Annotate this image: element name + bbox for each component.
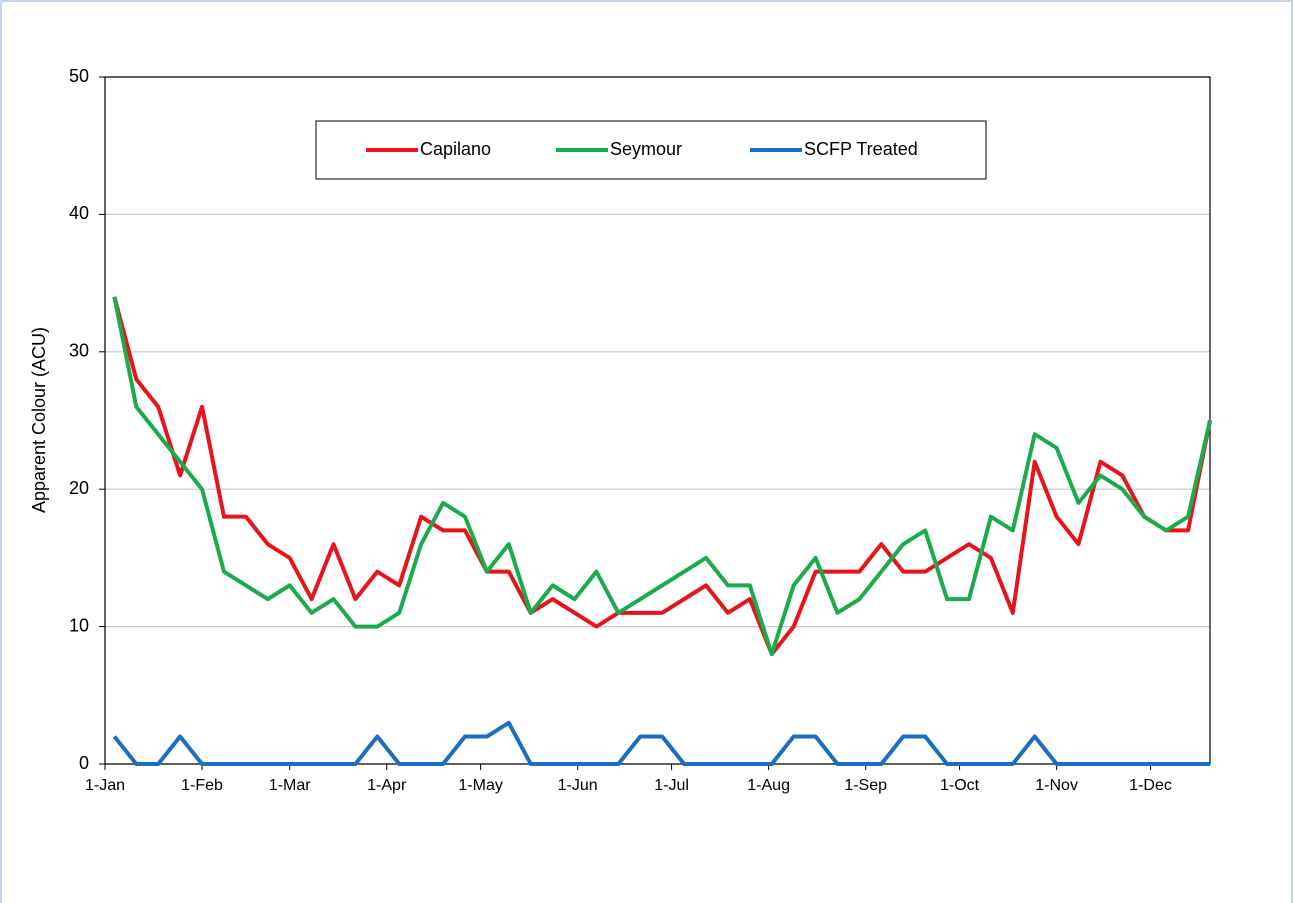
y-tick-label: 10 [69, 615, 89, 635]
x-tick-label: 1-Jan [85, 777, 125, 794]
x-tick-label: 1-Feb [181, 777, 223, 794]
x-tick-label: 1-Sep [844, 777, 887, 794]
x-tick-label: 1-Nov [1035, 777, 1078, 794]
x-tick-label: 1-Mar [269, 777, 311, 794]
x-tick-label: 1-Jun [558, 777, 598, 794]
x-tick-label: 1-Oct [940, 777, 980, 794]
y-tick-label: 40 [69, 203, 89, 223]
x-tick-label: 1-Dec [1129, 777, 1172, 794]
legend-label: Capilano [420, 139, 491, 159]
legend-label: Seymour [610, 139, 682, 159]
series-line [112, 296, 1212, 657]
y-tick-label: 0 [79, 753, 89, 773]
y-tick-label: 50 [69, 66, 89, 86]
y-tick-label: 30 [69, 341, 89, 361]
legend-box [315, 120, 987, 180]
series-line [112, 720, 1210, 766]
x-tick-label: 1-Apr [367, 777, 407, 794]
x-tick-label: 1-Jul [654, 777, 689, 794]
y-axis-label: Apparent Colour (ACU) [29, 327, 49, 513]
x-tick-label: 1-May [458, 777, 502, 794]
x-tick-label: 1-Aug [747, 777, 790, 794]
series-line [112, 296, 1212, 657]
y-tick-label: 20 [69, 478, 89, 498]
legend-label: SCFP Treated [804, 139, 918, 159]
